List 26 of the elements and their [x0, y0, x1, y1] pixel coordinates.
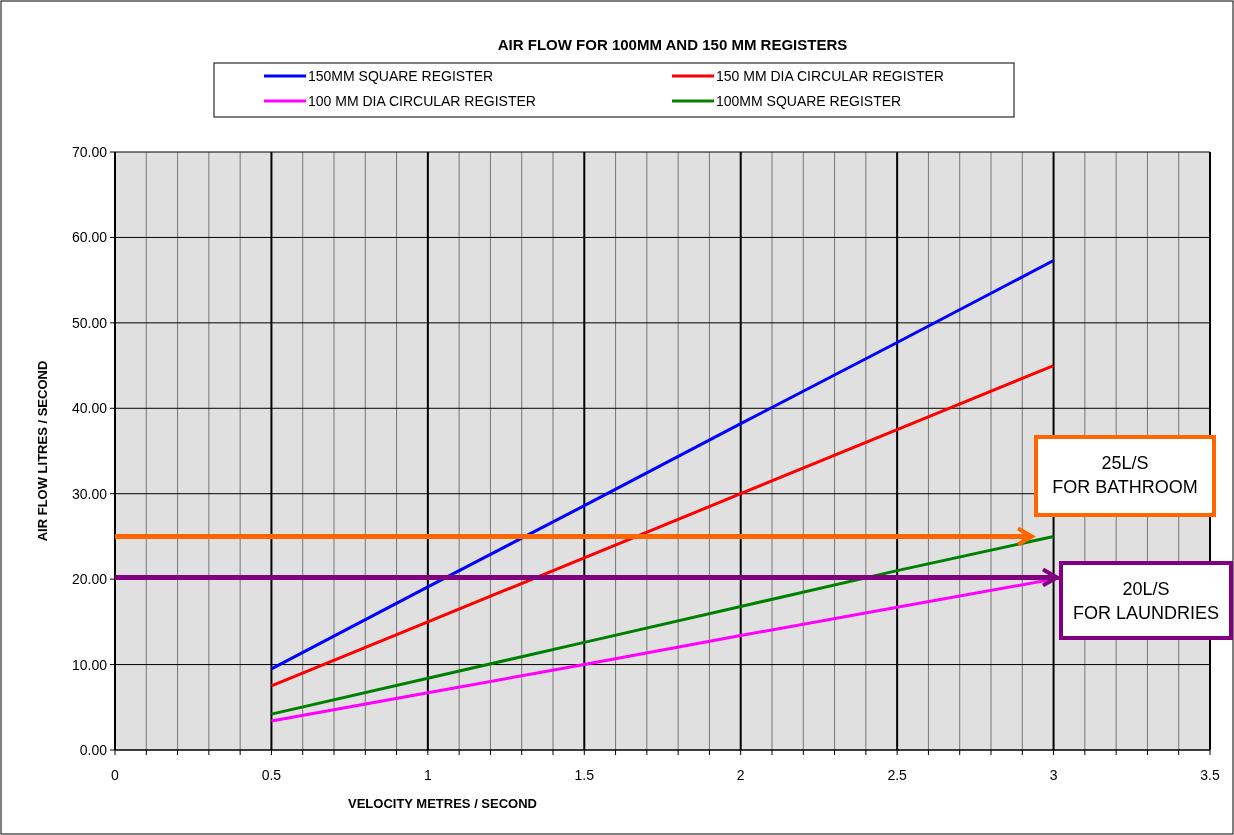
legend-label: 150 MM DIA CIRCULAR REGISTER	[716, 68, 944, 84]
x-axis-title: VELOCITY METRES / SECOND	[347, 796, 538, 811]
x-tick-label: 1	[423, 767, 432, 783]
y-tick-label: 0.00	[79, 742, 108, 758]
y-axis-title: AIR FLOW LITRES / SECOND	[35, 360, 50, 542]
line-series	[269, 534, 1056, 716]
x-tick-label: 2.5	[887, 767, 908, 783]
y-tick-label: 20.00	[71, 571, 108, 588]
y-tick-label: 30.00	[71, 485, 108, 502]
legend-label: 100MM SQUARE REGISTER	[716, 93, 902, 109]
x-tick-label: 0.5	[261, 767, 282, 783]
x-tick-label: 2	[736, 767, 745, 783]
ref-line-label: 25L/S FOR BATHROOM	[1052, 453, 1198, 497]
y-tick-label: 40.00	[71, 400, 108, 417]
y-tick-label: 60.00	[71, 229, 108, 246]
legend-label: 100 MM DIA CIRCULAR REGISTER	[308, 93, 536, 109]
x-tick-label: 0	[111, 767, 120, 783]
x-tick-label: 3.5	[1200, 767, 1220, 783]
y-tick-label: 70.00	[71, 144, 108, 160]
ref-line-label: 20L/S FOR LAUNDRIES	[1072, 579, 1220, 623]
y-tick-label: 50.00	[71, 314, 108, 331]
x-tick-label: 1.5	[574, 767, 595, 783]
chart-title: AIR FLOW FOR 100MM AND 150 MM REGISTERS	[497, 36, 848, 53]
y-tick-label: 10.00	[71, 656, 108, 673]
legend-label: 150MM SQUARE REGISTER	[308, 68, 494, 84]
x-tick-label: 3	[1049, 767, 1058, 783]
